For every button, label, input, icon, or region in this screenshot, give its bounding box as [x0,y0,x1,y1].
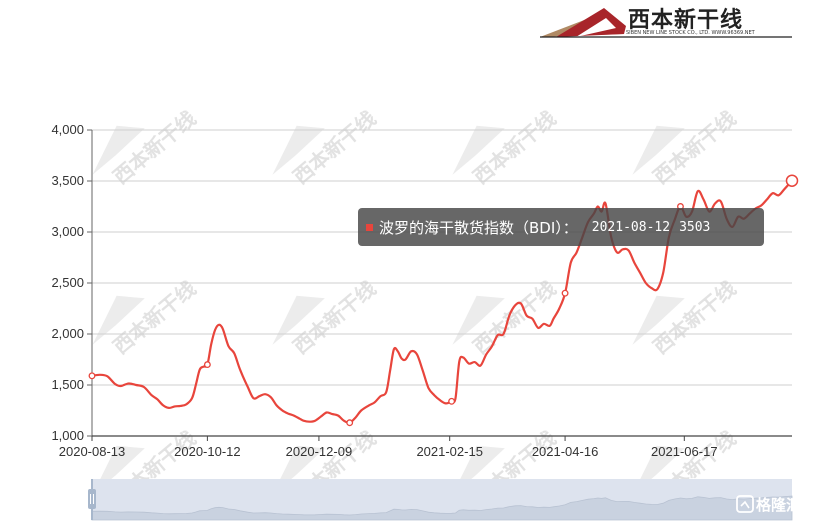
y-tick-label: 1,000 [51,428,84,443]
data-point[interactable] [88,372,96,380]
watermark-logo-icon [452,125,505,175]
watermark-tile: 西本新干线 [632,276,740,359]
logo-name: 西本新干线 [628,7,744,33]
x-axis: 2020-08-13 2020-10-12 2020-12-09 2021-02-15… [59,435,792,459]
brand-logo-icon [736,495,754,513]
x-tick-label: 2021-02-15 [416,444,483,459]
watermark-logo-icon [92,125,145,175]
watermark-tile: 西本新干线 [452,276,560,359]
y-tick-label: 2,500 [51,275,84,290]
logo-mark-icon [540,8,792,38]
tooltip-value: 3503 [679,219,711,235]
y-tick-label: 3,000 [51,224,84,239]
y-tick-label: 4,000 [51,122,84,137]
x-tick-label: 2021-06-17 [651,444,718,459]
watermark-tile: 西本新干线 [92,276,200,359]
data-tooltip: 波罗的海干散货指数（BDI）： 2021-08-12 3503 [358,208,764,246]
data-point[interactable] [561,289,569,297]
y-tick-label: 2,000 [51,326,84,341]
highlight-points [88,174,799,427]
data-zoom-slider[interactable] [88,479,793,521]
active-data-point[interactable] [785,174,799,187]
watermark-logo-icon [272,125,325,175]
logo-subtitle: SIBEN NEW LINE STOCK CO., LTD. WWW.96369… [626,30,755,36]
data-point[interactable] [448,397,456,405]
data-point[interactable] [346,419,354,427]
x-tick-label: 2021-04-16 [532,444,599,459]
watermark-logo-icon [272,295,325,345]
x-tick-label: 2020-12-09 [286,444,353,459]
slider-preview-area [91,495,793,521]
y-tick-label: 3,500 [51,173,84,188]
data-point[interactable] [203,361,211,369]
x-tick-label: 2020-08-13 [59,444,126,459]
tooltip-date: 2021-08-12 [591,219,671,235]
y-tick-label: 1,500 [51,377,84,392]
tooltip-series-name: 波罗的海干散货指数（BDI）： [379,218,578,237]
watermark-logo-icon [632,125,685,175]
watermark-logo-icon [632,295,685,345]
series-marker-icon [366,223,373,231]
watermark-logo-icon [452,295,505,345]
slider-handle-left[interactable] [88,479,96,520]
brand-watermark: 格隆汇 [756,496,802,514]
watermark-logo-icon [92,295,145,345]
watermark-tile: 西本新干线 [272,276,380,359]
y-axis: 1,000 1,500 2,000 2,500 3,000 3,500 4,000 [51,122,93,443]
x-tick-label: 2020-10-12 [174,444,241,459]
